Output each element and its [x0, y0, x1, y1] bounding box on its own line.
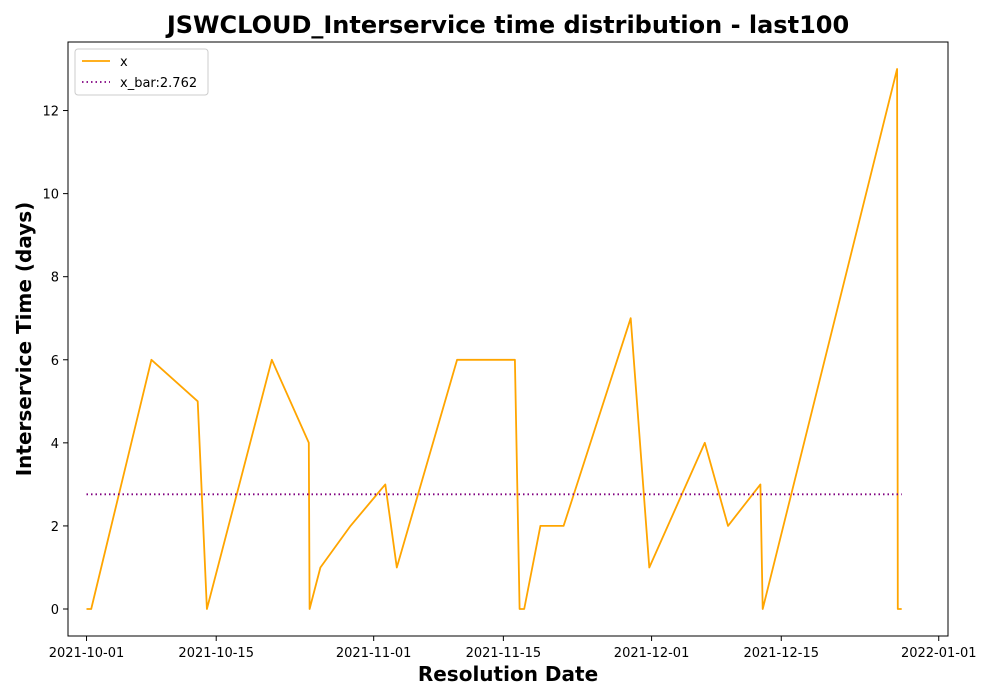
x-tick-label: 2021-11-15	[466, 646, 542, 661]
y-tick-label: 2	[51, 520, 59, 535]
x-tick-label: 2021-10-15	[178, 646, 254, 661]
legend: x x_bar:2.762	[74, 48, 209, 96]
x-tick-label: 2021-11-01	[336, 646, 412, 661]
y-tick-label: 10	[42, 188, 59, 203]
series-line-0	[86, 68, 902, 610]
x-axis-ticks: 2021-10-01 2021-10-15 2021-11-01 2021-11-15…	[49, 636, 977, 661]
y-tick-label: 8	[51, 271, 59, 286]
x-tick-label: 2021-12-01	[614, 646, 690, 661]
y-tick-label: 12	[42, 105, 59, 120]
x-tick-label: 2022-01-01	[901, 646, 977, 661]
legend-label-x-bar: x_bar:2.762	[120, 76, 197, 91]
x-tick-label: 2021-10-01	[49, 646, 125, 661]
legend-label-x: x	[120, 55, 128, 70]
x-axis-label: Resolution Date	[418, 662, 598, 686]
plot-area	[67, 41, 949, 637]
y-tick-label: 6	[51, 354, 59, 369]
chart-title: JSWCLOUD_Interservice time distribution …	[165, 11, 849, 39]
y-tick-label: 4	[51, 437, 59, 452]
y-tick-label: 0	[51, 603, 59, 618]
y-axis-label: Interservice Time (days)	[12, 202, 36, 477]
x-tick-label: 2021-12-15	[743, 646, 819, 661]
y-axis-ticks: 0 2 4 6 8 10 12	[42, 105, 68, 618]
plot-lines	[86, 68, 902, 610]
